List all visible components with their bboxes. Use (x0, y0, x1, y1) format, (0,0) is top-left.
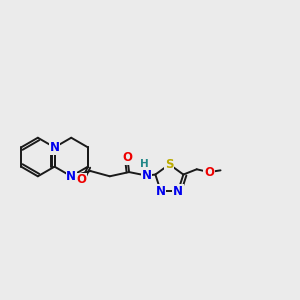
Text: N: N (142, 169, 152, 182)
Text: N: N (50, 141, 59, 154)
Text: O: O (204, 166, 214, 178)
Text: H: H (140, 159, 149, 170)
Text: S: S (165, 158, 174, 171)
Text: O: O (122, 151, 132, 164)
Text: O: O (76, 173, 87, 187)
Text: N: N (173, 184, 183, 197)
Text: N: N (156, 184, 166, 197)
Text: N: N (66, 170, 76, 183)
